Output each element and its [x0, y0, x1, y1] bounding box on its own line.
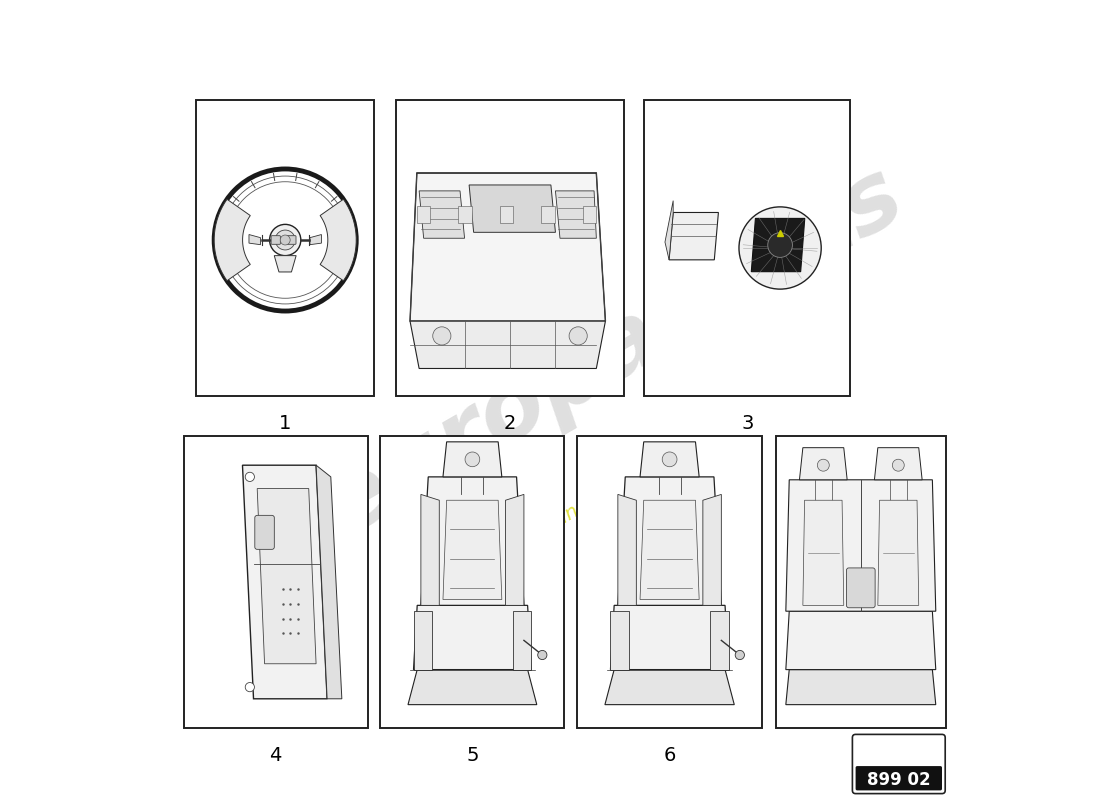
Polygon shape — [506, 494, 524, 606]
Bar — [583, 206, 596, 223]
Polygon shape — [803, 500, 844, 606]
Circle shape — [275, 230, 295, 250]
Polygon shape — [242, 465, 327, 699]
Circle shape — [662, 452, 676, 466]
Polygon shape — [874, 448, 922, 480]
Polygon shape — [443, 500, 502, 599]
Polygon shape — [410, 321, 605, 369]
Bar — [776, 436, 946, 728]
Text: 2: 2 — [504, 414, 516, 433]
Bar — [381, 436, 564, 728]
Bar — [645, 100, 850, 396]
Circle shape — [817, 459, 829, 471]
Text: 7: 7 — [855, 746, 867, 765]
Polygon shape — [751, 218, 805, 272]
Polygon shape — [410, 173, 605, 321]
Polygon shape — [310, 234, 321, 245]
Polygon shape — [249, 234, 261, 245]
Bar — [858, 740, 939, 768]
Polygon shape — [513, 611, 531, 670]
Polygon shape — [421, 494, 439, 606]
Circle shape — [245, 682, 254, 692]
Polygon shape — [556, 191, 596, 238]
Polygon shape — [257, 489, 316, 664]
Polygon shape — [878, 500, 918, 606]
Bar — [459, 206, 472, 223]
Bar — [578, 436, 762, 728]
Text: 4: 4 — [270, 746, 282, 765]
FancyBboxPatch shape — [856, 766, 942, 790]
Circle shape — [768, 233, 792, 258]
Polygon shape — [703, 494, 722, 606]
Text: 5: 5 — [466, 746, 478, 765]
Polygon shape — [417, 173, 596, 226]
Polygon shape — [274, 256, 296, 272]
Circle shape — [538, 650, 547, 659]
Polygon shape — [711, 611, 728, 670]
Polygon shape — [414, 606, 531, 670]
Polygon shape — [618, 494, 636, 606]
Text: a passion for parts since 1985: a passion for parts since 1985 — [386, 462, 650, 626]
Circle shape — [735, 650, 745, 660]
FancyBboxPatch shape — [255, 515, 274, 550]
Polygon shape — [785, 611, 936, 670]
Polygon shape — [618, 477, 722, 606]
Circle shape — [270, 224, 300, 256]
Polygon shape — [666, 201, 673, 260]
Circle shape — [280, 235, 290, 245]
Polygon shape — [214, 199, 251, 281]
Polygon shape — [419, 191, 464, 238]
Polygon shape — [610, 611, 629, 670]
Bar — [541, 206, 554, 223]
FancyBboxPatch shape — [271, 236, 281, 244]
Circle shape — [739, 207, 822, 289]
Polygon shape — [800, 448, 847, 480]
Circle shape — [569, 327, 587, 345]
Polygon shape — [443, 442, 502, 477]
Bar — [417, 206, 430, 223]
Text: 1: 1 — [279, 414, 292, 433]
FancyBboxPatch shape — [847, 568, 876, 608]
Polygon shape — [785, 480, 936, 611]
Polygon shape — [414, 611, 432, 670]
Polygon shape — [610, 606, 728, 670]
Polygon shape — [785, 670, 936, 705]
Text: europaparts: europaparts — [308, 149, 920, 555]
Polygon shape — [605, 670, 735, 705]
Polygon shape — [469, 185, 556, 232]
Bar — [184, 436, 367, 728]
FancyBboxPatch shape — [287, 236, 296, 244]
Circle shape — [432, 327, 451, 345]
Polygon shape — [640, 500, 700, 599]
Bar — [499, 206, 514, 223]
Polygon shape — [421, 477, 524, 606]
Text: 6: 6 — [663, 746, 675, 765]
Polygon shape — [640, 442, 700, 477]
Polygon shape — [669, 213, 718, 260]
Bar — [197, 100, 374, 396]
FancyBboxPatch shape — [852, 734, 945, 794]
Circle shape — [465, 452, 480, 466]
Text: 899 02: 899 02 — [867, 771, 931, 789]
Circle shape — [892, 459, 904, 471]
Polygon shape — [408, 670, 537, 705]
Text: 3: 3 — [741, 414, 754, 433]
Polygon shape — [316, 465, 342, 699]
Polygon shape — [320, 199, 356, 281]
Bar — [396, 100, 624, 396]
Circle shape — [245, 472, 254, 482]
